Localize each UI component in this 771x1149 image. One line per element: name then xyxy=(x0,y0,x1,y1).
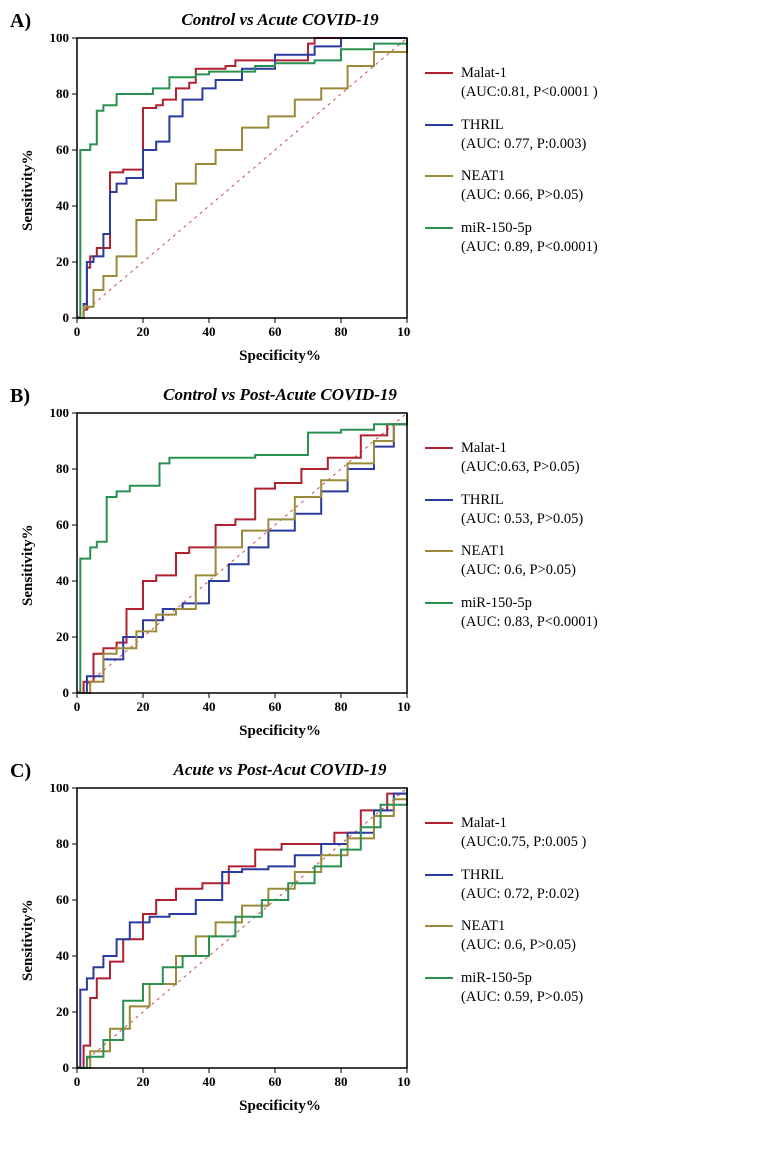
y-tick-label: 60 xyxy=(56,892,69,907)
x-tick-label: 100 xyxy=(397,324,411,339)
legend-item: THRIL(AUC: 0.53, P>0.05) xyxy=(425,491,598,529)
y-tick-label: 40 xyxy=(56,948,69,963)
legend-item: THRIL(AUC: 0.77, P:0.003) xyxy=(425,116,598,154)
legend-text: THRIL(AUC: 0.53, P>0.05) xyxy=(461,491,583,529)
y-axis-label: Sensitivity% xyxy=(20,130,37,250)
legend-swatch xyxy=(425,550,453,552)
x-tick-label: 100 xyxy=(397,699,411,714)
x-tick-label: 80 xyxy=(335,699,348,714)
legend: Malat-1(AUC:0.81, P<0.0001 ) THRIL(AUC: 0… xyxy=(425,64,598,271)
x-axis-label: Specificity% xyxy=(100,723,460,740)
diagonal-reference-line xyxy=(77,413,407,693)
panel-title: Control vs Acute COVID-19 xyxy=(100,10,460,30)
legend-swatch xyxy=(425,499,453,501)
x-tick-label: 60 xyxy=(269,324,282,339)
legend-item: miR-150-5p(AUC: 0.89, P<0.0001) xyxy=(425,219,598,257)
legend-item: Malat-1(AUC:0.75, P:0.005 ) xyxy=(425,814,586,852)
legend-text: miR-150-5p(AUC: 0.89, P<0.0001) xyxy=(461,219,598,257)
panel-label: B) xyxy=(10,385,30,408)
legend-text: Malat-1(AUC:0.81, P<0.0001 ) xyxy=(461,64,598,102)
x-tick-label: 40 xyxy=(203,324,216,339)
y-tick-label: 40 xyxy=(56,198,69,213)
legend-text: Malat-1(AUC:0.63, P>0.05) xyxy=(461,439,580,477)
legend-item: Malat-1(AUC:0.63, P>0.05) xyxy=(425,439,598,477)
panel-title: Acute vs Post-Acut COVID-19 xyxy=(100,760,460,780)
legend-swatch xyxy=(425,822,453,824)
x-tick-label: 20 xyxy=(137,324,150,339)
x-tick-label: 60 xyxy=(269,1074,282,1089)
x-tick-label: 80 xyxy=(335,1074,348,1089)
roc-panel-1: A)Control vs Acute COVID-19Sensitivity%0… xyxy=(20,10,771,365)
legend-swatch xyxy=(425,925,453,927)
legend: Malat-1(AUC:0.75, P:0.005 ) THRIL(AUC: 0.… xyxy=(425,814,586,1021)
y-tick-label: 20 xyxy=(56,629,69,644)
legend-swatch xyxy=(425,72,453,74)
diagonal-reference-line xyxy=(77,788,407,1068)
y-tick-label: 80 xyxy=(56,461,69,476)
roc-chart: 00 20 20 40 40 60 60 80 80 100 100 xyxy=(41,784,411,1096)
legend-text: NEAT1(AUC: 0.6, P>0.05) xyxy=(461,542,576,580)
x-tick-label: 60 xyxy=(269,699,282,714)
legend-swatch xyxy=(425,175,453,177)
legend-swatch xyxy=(425,447,453,449)
legend-swatch xyxy=(425,874,453,876)
panel-label: A) xyxy=(10,10,31,33)
legend-item: miR-150-5p(AUC: 0.59, P>0.05) xyxy=(425,969,586,1007)
y-tick-label: 60 xyxy=(56,142,69,157)
x-tick-label: 20 xyxy=(137,699,150,714)
legend-text: NEAT1(AUC: 0.6, P>0.05) xyxy=(461,917,576,955)
legend-item: THRIL(AUC: 0.72, P:0.02) xyxy=(425,866,586,904)
x-axis-label: Specificity% xyxy=(100,1098,460,1115)
x-tick-label: 100 xyxy=(397,1074,411,1089)
legend-item: Malat-1(AUC:0.81, P<0.0001 ) xyxy=(425,64,598,102)
y-tick-label: 100 xyxy=(50,34,70,45)
legend: Malat-1(AUC:0.63, P>0.05) THRIL(AUC: 0.53… xyxy=(425,439,598,646)
chart-wrap: Sensitivity% 00 20 20 40 40 60 60 80 80 100 100 Mala… xyxy=(20,34,771,346)
x-tick-label: 0 xyxy=(74,324,81,339)
roc-panel-3: C)Acute vs Post-Acut COVID-19Sensitivity… xyxy=(20,760,771,1115)
legend-item: NEAT1(AUC: 0.6, P>0.05) xyxy=(425,917,586,955)
x-axis-label: Specificity% xyxy=(100,348,460,365)
legend-swatch xyxy=(425,977,453,979)
roc-chart: 00 20 20 40 40 60 60 80 80 100 100 xyxy=(41,409,411,721)
x-tick-label: 0 xyxy=(74,699,81,714)
panel-title: Control vs Post-Acute COVID-19 xyxy=(100,385,460,405)
x-tick-label: 40 xyxy=(203,1074,216,1089)
legend-item: miR-150-5p(AUC: 0.83, P<0.0001) xyxy=(425,594,598,632)
roc-panel-2: B)Control vs Post-Acute COVID-19Sensitiv… xyxy=(20,385,771,740)
x-tick-label: 80 xyxy=(335,324,348,339)
legend-item: NEAT1(AUC: 0.6, P>0.05) xyxy=(425,542,598,580)
legend-swatch xyxy=(425,602,453,604)
chart-wrap: Sensitivity% 00 20 20 40 40 60 60 80 80 100 100 Mala… xyxy=(20,409,771,721)
legend-swatch xyxy=(425,124,453,126)
legend-text: miR-150-5p(AUC: 0.59, P>0.05) xyxy=(461,969,583,1007)
chart-wrap: Sensitivity% 00 20 20 40 40 60 60 80 80 100 100 Mala… xyxy=(20,784,771,1096)
y-tick-label: 20 xyxy=(56,1004,69,1019)
panel-label: C) xyxy=(10,760,31,783)
y-tick-label: 20 xyxy=(56,254,69,269)
y-tick-label: 0 xyxy=(63,1060,70,1075)
y-axis-label: Sensitivity% xyxy=(20,505,37,625)
roc-chart: 00 20 20 40 40 60 60 80 80 100 100 xyxy=(41,34,411,346)
y-tick-label: 0 xyxy=(63,310,70,325)
y-tick-label: 40 xyxy=(56,573,69,588)
legend-text: Malat-1(AUC:0.75, P:0.005 ) xyxy=(461,814,586,852)
y-tick-label: 0 xyxy=(63,685,70,700)
x-tick-label: 20 xyxy=(137,1074,150,1089)
y-tick-label: 100 xyxy=(50,409,70,420)
y-tick-label: 80 xyxy=(56,86,69,101)
legend-text: THRIL(AUC: 0.77, P:0.003) xyxy=(461,116,586,154)
y-tick-label: 60 xyxy=(56,517,69,532)
y-axis-label: Sensitivity% xyxy=(20,880,37,1000)
legend-text: THRIL(AUC: 0.72, P:0.02) xyxy=(461,866,579,904)
y-tick-label: 100 xyxy=(50,784,70,795)
legend-text: NEAT1(AUC: 0.66, P>0.05) xyxy=(461,167,583,205)
legend-item: NEAT1(AUC: 0.66, P>0.05) xyxy=(425,167,598,205)
x-tick-label: 40 xyxy=(203,699,216,714)
legend-swatch xyxy=(425,227,453,229)
legend-text: miR-150-5p(AUC: 0.83, P<0.0001) xyxy=(461,594,598,632)
x-tick-label: 0 xyxy=(74,1074,81,1089)
y-tick-label: 80 xyxy=(56,836,69,851)
